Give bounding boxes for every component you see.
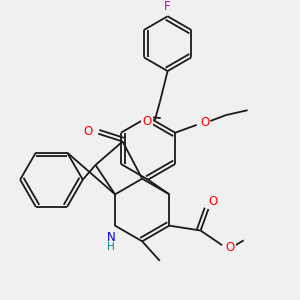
Text: O: O bbox=[142, 116, 152, 128]
Text: F: F bbox=[164, 0, 171, 13]
Text: O: O bbox=[209, 195, 218, 208]
Text: N: N bbox=[107, 231, 116, 244]
Text: O: O bbox=[200, 116, 209, 129]
Text: O: O bbox=[84, 125, 93, 138]
Text: H: H bbox=[107, 242, 115, 252]
Text: O: O bbox=[225, 241, 235, 254]
